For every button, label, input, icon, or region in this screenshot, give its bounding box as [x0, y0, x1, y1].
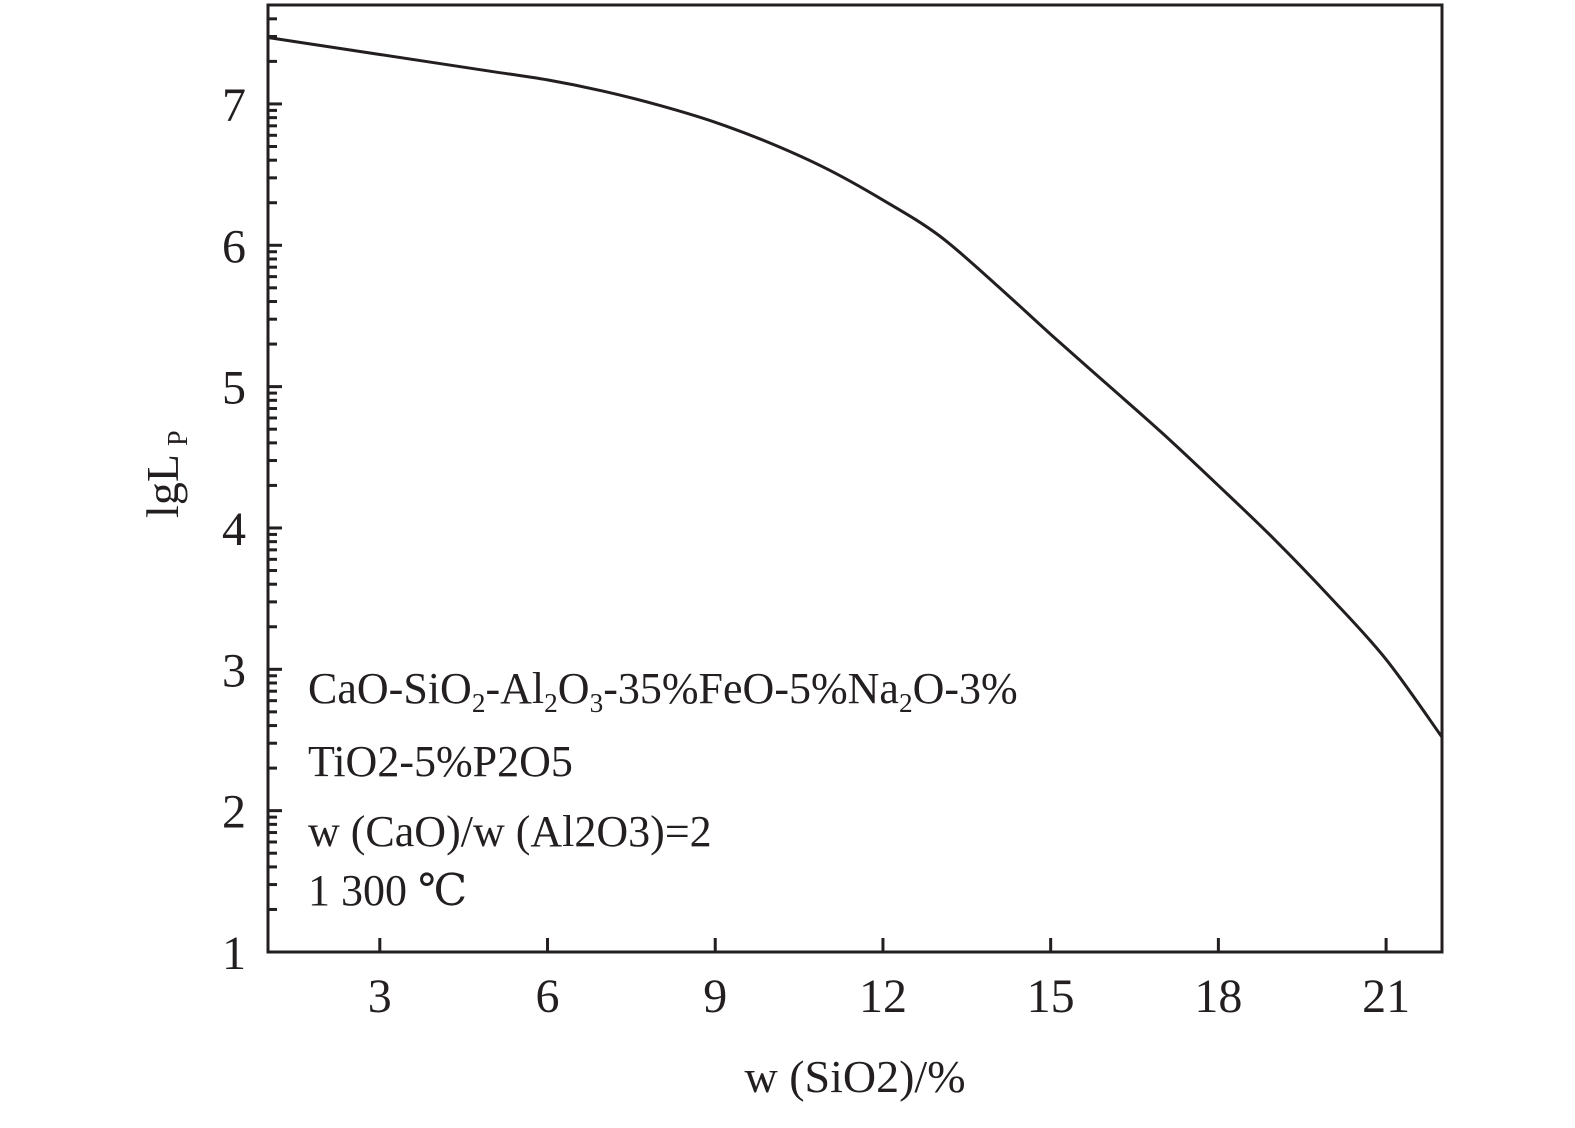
- x-axis-label: w (SiO2)/%: [744, 1051, 965, 1102]
- x-tick-label: 9: [703, 970, 727, 1023]
- annotation-line: 1 300 ℃: [308, 866, 467, 915]
- x-tick-label: 6: [536, 970, 560, 1023]
- x-tick-label: 15: [1027, 970, 1075, 1023]
- axes: [266, 3, 1444, 954]
- y-axis-label-subscript: P: [163, 430, 194, 446]
- annotation-line: w (CaO)/w (Al2O3)=2: [308, 807, 712, 856]
- x-tick-label: 3: [368, 970, 392, 1023]
- y-tick-label: 7: [222, 79, 246, 132]
- annotation-line: CaO-SiO2-Al2O3-35%FeO-5%Na2O-3%: [308, 664, 1018, 718]
- y-tick-label: 3: [222, 644, 246, 697]
- series: [267, 36, 1444, 739]
- series-line: [267, 36, 1444, 739]
- annotations: TiO2-5%P2O5 w (CaO)/w (Al2O3)=2 1 300 ℃ …: [308, 664, 1018, 915]
- y-tick-label: 4: [222, 503, 246, 556]
- plot-frame: [266, 3, 1444, 954]
- y-axis-label: lgL: [137, 454, 188, 518]
- y-tick-label: 5: [222, 362, 246, 415]
- x-tick-label: 18: [1194, 970, 1242, 1023]
- x-tick-label: 12: [859, 970, 907, 1023]
- y-tick-label: 6: [222, 220, 246, 273]
- y-tick-label: 2: [222, 786, 246, 839]
- x-tick-label: 21: [1362, 970, 1410, 1023]
- annotation-line: TiO2-5%P2O5: [308, 737, 573, 786]
- axis-labels: w (SiO2)/% lgL P: [137, 430, 966, 1102]
- y-tick-label: 1: [222, 927, 246, 980]
- y-axis-label-group: lgL P: [137, 430, 194, 518]
